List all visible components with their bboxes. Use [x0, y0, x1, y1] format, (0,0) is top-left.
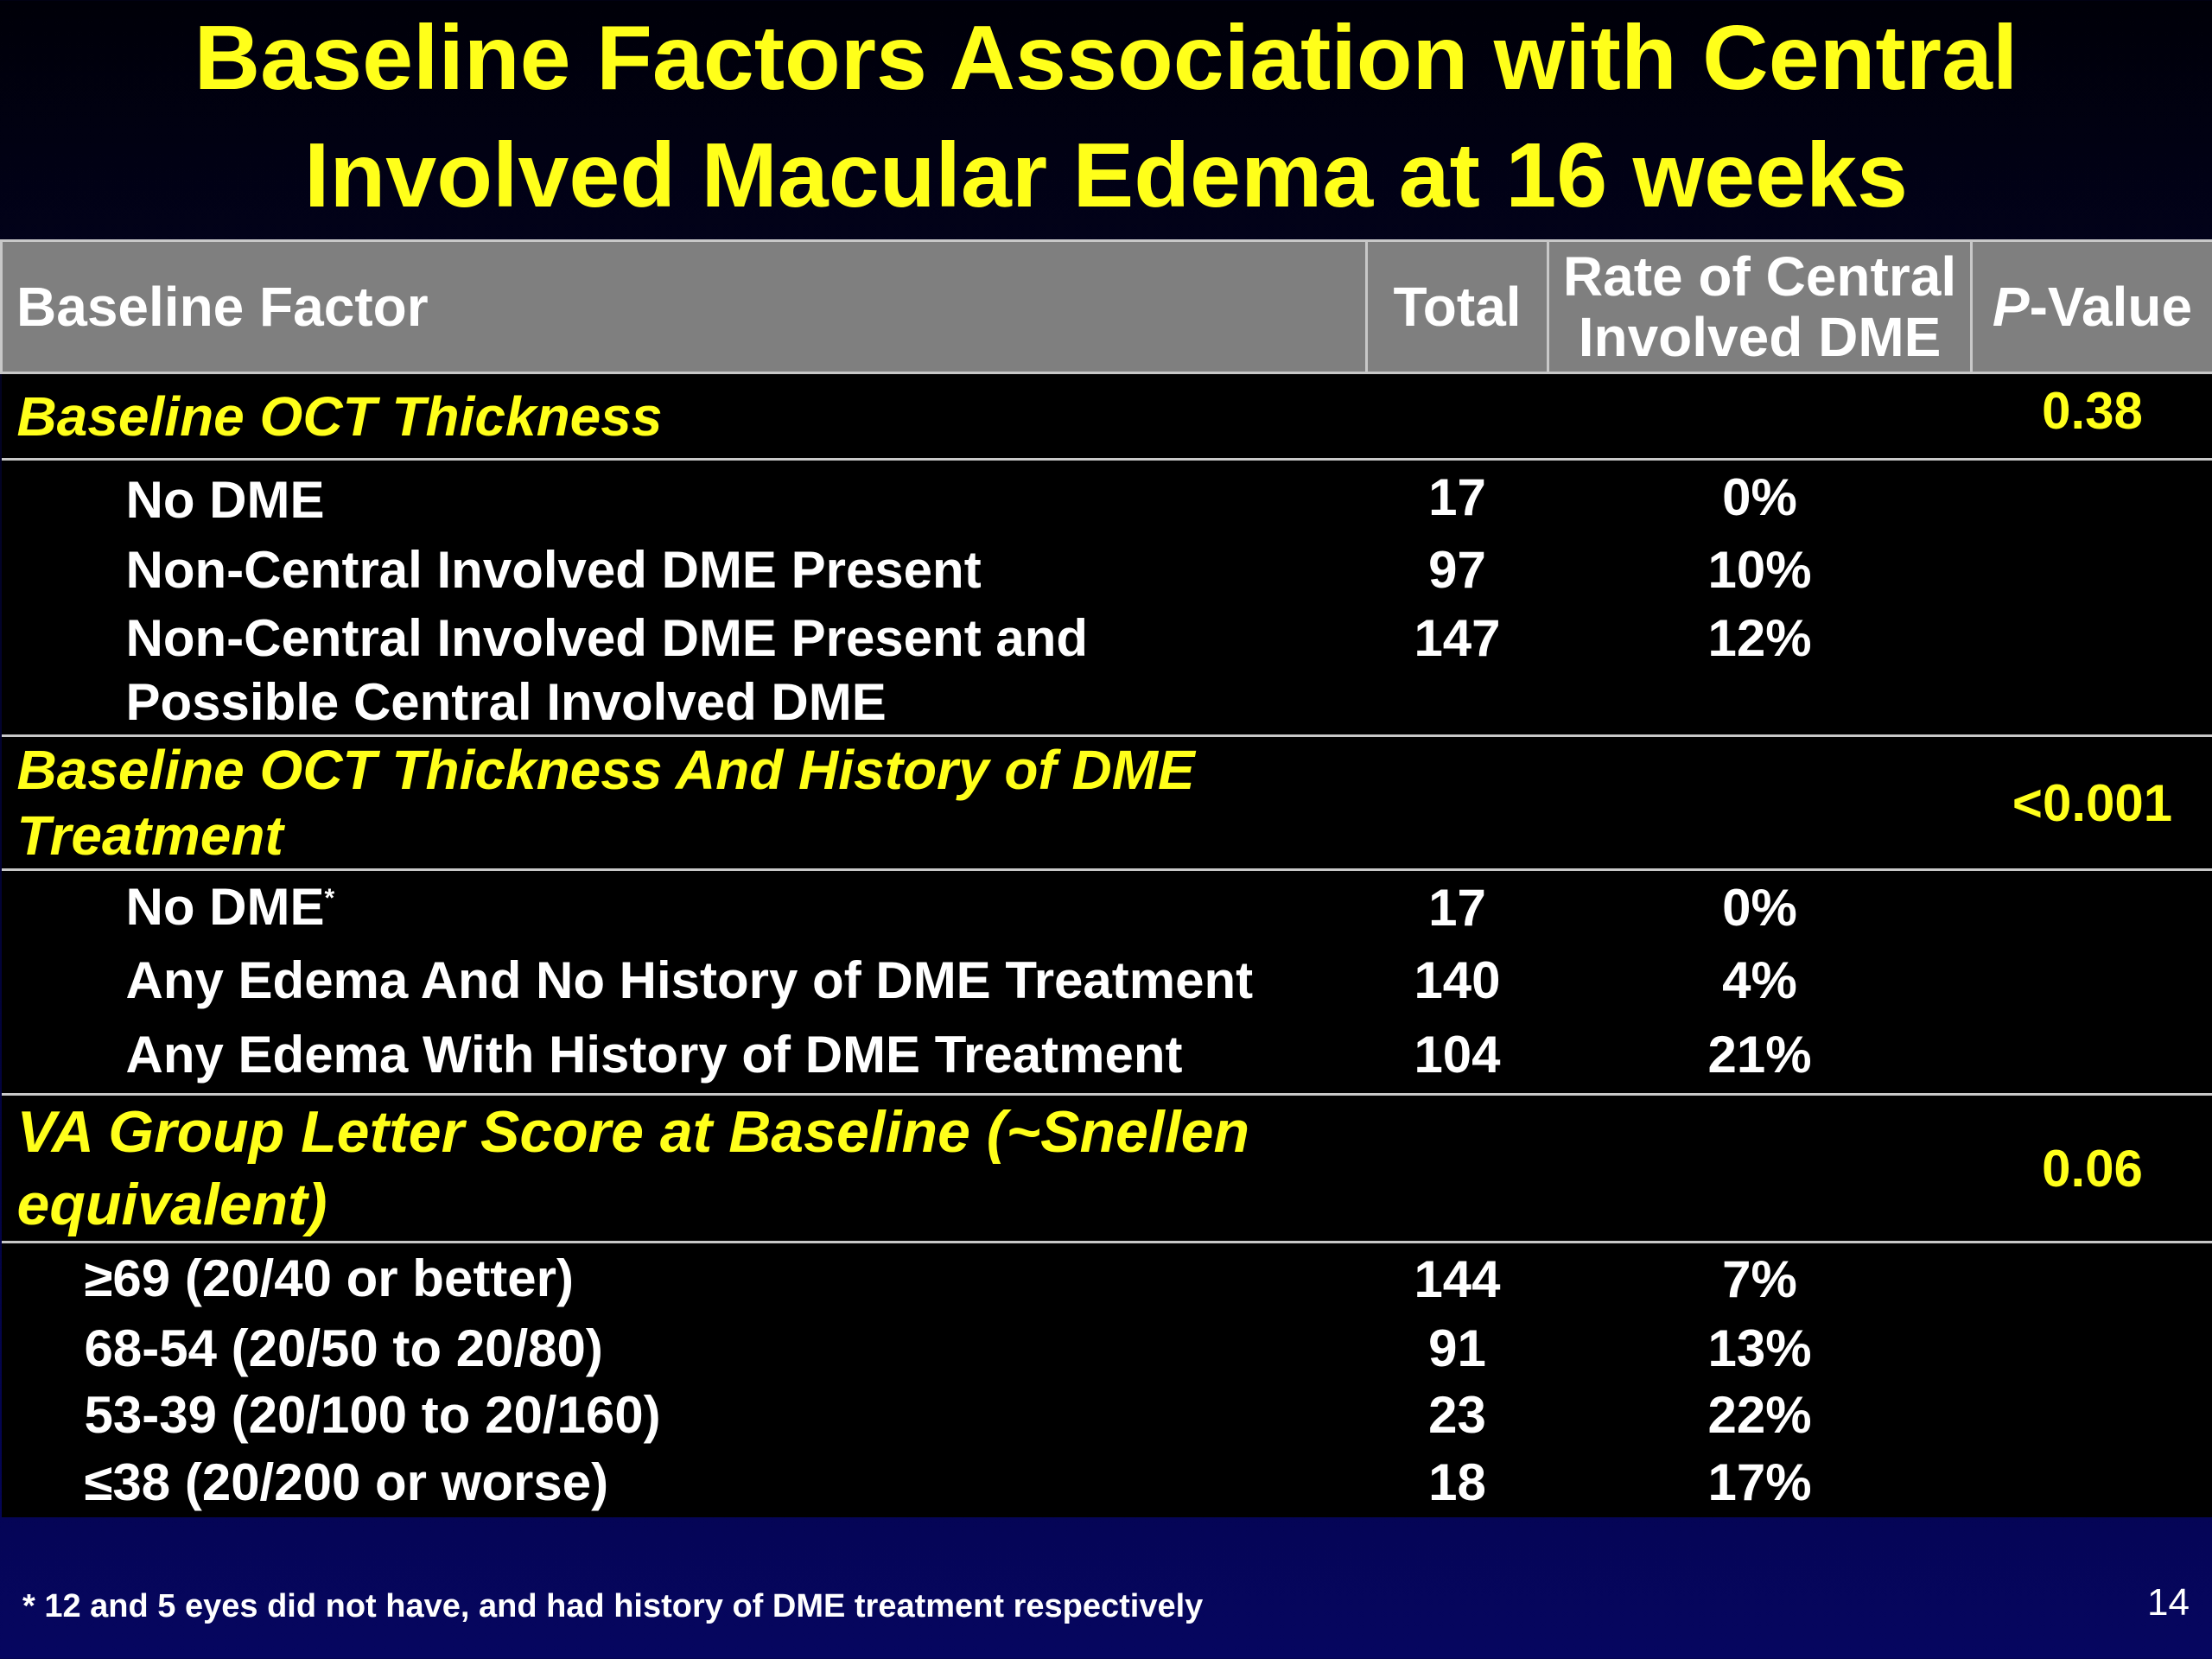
row-factor: Any Edema With History of DME Treatment — [1, 1016, 1367, 1095]
header-rate-line-2: Involved DME — [1578, 306, 1942, 368]
header-total: Total — [1365, 239, 1549, 374]
section-name-line-2: equivalent) — [16, 1172, 327, 1237]
row-p-empty — [1971, 869, 2212, 944]
row-rate: 10% — [1548, 533, 1972, 607]
table-row: 53-39 (20/100 to 20/160) 23 22% — [1, 1382, 2212, 1448]
row-total: 104 — [1366, 1016, 1548, 1095]
title-line-1: Baseline Factors Association with Centra… — [194, 7, 2018, 109]
row-p-empty — [1971, 1016, 2212, 1095]
row-total: 97 — [1366, 533, 1548, 607]
section-p-value: 0.38 — [1971, 372, 2212, 461]
section-p-value: 0.06 — [1971, 1093, 2212, 1243]
row-total: 140 — [1366, 944, 1548, 1017]
row-p-empty — [1971, 606, 2212, 736]
section-row: Baseline OCT Thickness 0.38 — [1, 372, 2212, 461]
header-rate-line-1: Rate of Central — [1562, 245, 1957, 308]
row-factor-line-2: Possible Central Involved DME — [125, 672, 887, 731]
section-row: Baseline OCT Thickness And History of DM… — [1, 734, 2212, 871]
section-name: Baseline OCT Thickness And History of DM… — [1, 734, 1972, 871]
row-total: 23 — [1366, 1382, 1548, 1448]
baseline-factors-table: Baseline Factor Total Rate of Central In… — [0, 239, 2212, 1517]
row-rate: 13% — [1548, 1314, 1972, 1382]
header-row: Baseline Factor Total Rate of Central In… — [0, 239, 2212, 374]
row-factor: No DME — [1, 459, 1367, 534]
row-total: 17 — [1366, 869, 1548, 944]
header-rate: Rate of Central Involved DME — [1547, 239, 1973, 374]
page-number: 14 — [2147, 1581, 2190, 1624]
row-factor-text: No DME — [125, 878, 325, 937]
section-name: Baseline OCT Thickness — [1, 372, 1972, 461]
row-p-empty — [1971, 533, 2212, 607]
row-rate: 22% — [1548, 1382, 1972, 1448]
row-total: 91 — [1366, 1314, 1548, 1382]
header-p-italic: P — [1992, 276, 2030, 338]
row-factor: 53-39 (20/100 to 20/160) — [1, 1382, 1367, 1448]
footnote-mark: * — [324, 884, 335, 913]
row-factor: 68-54 (20/50 to 20/80) — [1, 1314, 1367, 1382]
header-p-value: P-Value — [1970, 239, 2212, 374]
row-total: 17 — [1366, 459, 1548, 534]
table-row: 68-54 (20/50 to 20/80) 91 13% — [1, 1314, 2212, 1382]
row-total: 147 — [1366, 606, 1548, 736]
section-name: VA Group Letter Score at Baseline (~Snel… — [1, 1093, 1972, 1243]
row-p-empty — [1971, 1447, 2212, 1517]
table-row: No DME 17 0% — [1, 459, 2212, 534]
table-row: Any Edema With History of DME Treatment … — [1, 1016, 2212, 1095]
footnote: * 12 and 5 eyes did not have, and had hi… — [22, 1588, 1204, 1624]
row-total: 144 — [1366, 1242, 1548, 1315]
row-total: 18 — [1366, 1447, 1548, 1517]
row-factor: ≤38 (20/200 or worse) — [1, 1447, 1367, 1517]
row-p-empty — [1971, 1382, 2212, 1448]
table-row: Any Edema And No History of DME Treatmen… — [1, 944, 2212, 1017]
table-row: Non-Central Involved DME Present and Pos… — [1, 606, 2212, 736]
header-p-rest: -Value — [2029, 276, 2193, 338]
row-factor: Non-Central Involved DME Present — [1, 533, 1367, 607]
row-rate: 12% — [1548, 606, 1972, 736]
section-p-value: <0.001 — [1971, 734, 2212, 871]
row-factor: ≥69 (20/40 or better) — [1, 1242, 1367, 1315]
row-factor: Any Edema And No History of DME Treatmen… — [1, 944, 1367, 1017]
row-p-empty — [1971, 944, 2212, 1017]
row-p-empty — [1971, 1314, 2212, 1382]
row-rate: 21% — [1548, 1016, 1972, 1095]
table-row: No DME* 17 0% — [1, 869, 2212, 944]
row-p-empty — [1971, 459, 2212, 534]
row-rate: 7% — [1548, 1242, 1972, 1315]
header-baseline-factor: Baseline Factor — [0, 239, 1368, 374]
section-name-line-1: Baseline OCT Thickness And History of DM… — [16, 739, 1195, 801]
row-rate: 0% — [1548, 459, 1972, 534]
section-row: VA Group Letter Score at Baseline (~Snel… — [1, 1093, 2212, 1243]
table-row: ≥69 (20/40 or better) 144 7% — [1, 1242, 2212, 1315]
row-p-empty — [1971, 1242, 2212, 1315]
row-rate: 0% — [1548, 869, 1972, 944]
row-factor-line-1: Non-Central Involved DME Present and — [125, 608, 1089, 667]
section-name-line-1: VA Group Letter Score at Baseline (~Snel… — [16, 1099, 1250, 1165]
row-factor: No DME* — [1, 869, 1367, 944]
table-row: ≤38 (20/200 or worse) 18 17% — [1, 1447, 2212, 1517]
row-rate: 17% — [1548, 1447, 1972, 1517]
table-row: Non-Central Involved DME Present 97 10% — [1, 533, 2212, 607]
section-name-line-2: Treatment — [16, 804, 283, 867]
row-factor: Non-Central Involved DME Present and Pos… — [1, 606, 1367, 736]
title-line-2: Involved Macular Edema at 16 weeks — [304, 124, 1908, 226]
slide-title: Baseline Factors Association with Centra… — [0, 0, 2212, 233]
row-rate: 4% — [1548, 944, 1972, 1017]
